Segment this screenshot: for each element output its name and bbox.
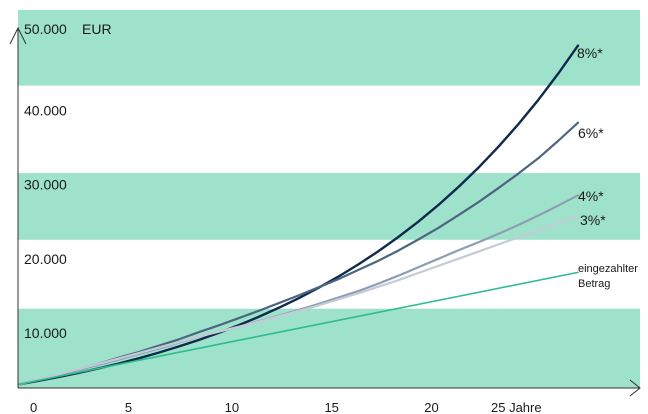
series-label-6: 6%* [578, 125, 604, 141]
x-tick-label-20: 20 [424, 400, 438, 414]
series-label-eingezahlter-betrag-line-1: eingezahlter [578, 263, 638, 275]
series-labels: 8%* 6%* 4%* 3%* eingezahlter Betrag [577, 45, 638, 290]
y-tick-label-50-000: 50.000 [24, 21, 67, 37]
series-line-3 [17, 214, 580, 386]
y-axis-arrowhead [9, 26, 27, 45]
y-tick-label-30-000: 30.000 [24, 177, 67, 193]
series-label-8: 8%* [577, 45, 603, 61]
x-tick-labels: 0 5 10 15 20 25 Jahre [30, 400, 542, 414]
y-tick-label-40-000: 40.000 [24, 103, 67, 119]
y-tick-labels: 10.000 20.000 30.000 40.000 50.000 EUR [24, 21, 112, 341]
y-axis-unit: EUR [82, 21, 112, 37]
background-bands [18, 10, 640, 388]
y-tick-label-10-000: 10.000 [24, 325, 67, 341]
axes [9, 26, 641, 397]
x-tick-label-15: 15 [324, 400, 338, 414]
series-label-eingezahlter-betrag-line-2: Betrag [578, 278, 610, 290]
x-tick-label-0: 0 [30, 400, 37, 414]
series-lines [17, 44, 580, 386]
background-band-3 [18, 10, 640, 86]
x-tick-label-10: 10 [225, 400, 239, 414]
y-tick-label-20-000: 20.000 [24, 251, 67, 267]
series-label-3: 3%* [580, 212, 606, 228]
series-line-eingezahlter-betrag [18, 271, 579, 386]
x-axis-arrowhead [629, 379, 641, 397]
series-label-4: 4%* [578, 188, 604, 204]
background-band-1 [18, 308, 640, 388]
x-tick-label-5: 5 [125, 400, 132, 414]
x-tick-label-25-jahre: 25 Jahre [491, 400, 542, 414]
background-band-2 [18, 173, 640, 240]
